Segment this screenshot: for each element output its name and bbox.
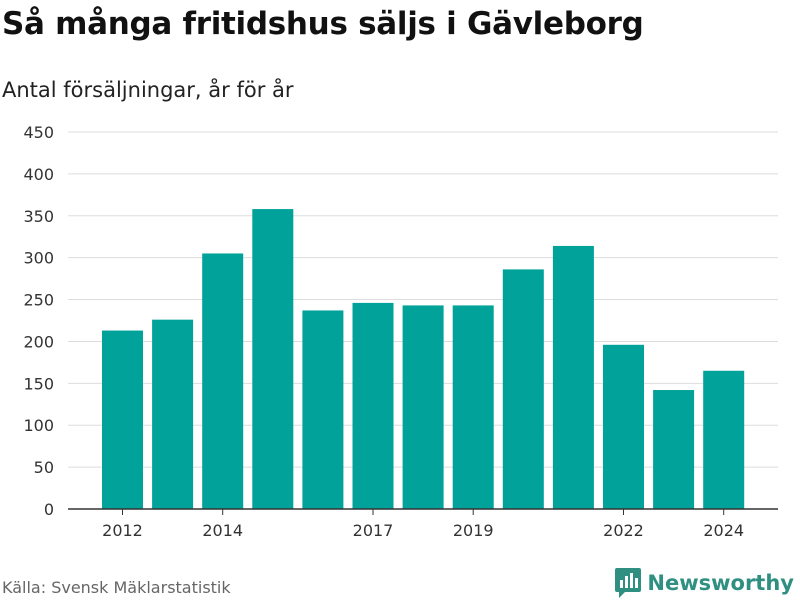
bar-2023 [653, 390, 695, 509]
bar-2019 [452, 305, 494, 509]
bar-2015 [252, 209, 294, 509]
source-note: Källa: Svensk Mäklarstatistik [2, 578, 231, 597]
y-tick-label: 150 [23, 374, 54, 393]
y-tick-label: 250 [23, 291, 54, 310]
bars [102, 209, 745, 509]
x-tick-label: 2019 [453, 521, 494, 540]
bar-2021 [552, 245, 594, 509]
chart-title: Så många fritidshus säljs i Gävleborg [2, 6, 644, 42]
chart-subtitle: Antal försäljningar, år för år [2, 78, 294, 102]
bar-2016 [302, 310, 344, 509]
x-tick-label: 2022 [603, 521, 644, 540]
x-tick-label: 2024 [703, 521, 744, 540]
brand-logo: Newsworthy [615, 568, 794, 598]
bar-2022 [603, 344, 644, 509]
x-tick-label: 2012 [102, 521, 143, 540]
y-tick-label: 300 [23, 249, 54, 268]
bar-2014 [202, 253, 244, 509]
brand-name: Newsworthy [647, 571, 794, 595]
bar-2013 [152, 319, 194, 509]
x-tick-label: 2017 [353, 521, 394, 540]
bar-2017 [352, 302, 394, 509]
y-tick-label: 400 [23, 165, 54, 184]
x-axis-ticks: 2012 2014 2017 2019 2022 2024 [102, 509, 744, 540]
y-tick-label: 100 [23, 416, 54, 435]
y-tick-label: 0 [44, 500, 54, 519]
y-tick-label: 450 [23, 123, 54, 142]
bar-2012 [102, 330, 143, 509]
bar-2024 [703, 370, 745, 509]
y-tick-label: 200 [23, 332, 54, 351]
bar-chart: 0 50 100 150 200 250 300 350 400 450 2012 2014 2017… [23, 123, 778, 540]
y-axis-ticks: 0 50 100 150 200 250 300 350 400 450 [23, 123, 54, 519]
y-tick-label: 350 [23, 207, 54, 226]
bar-2020 [502, 269, 544, 509]
bar-2018 [402, 305, 444, 509]
x-tick-label: 2014 [202, 521, 243, 540]
bar-chart-logo-icon [615, 568, 642, 598]
y-tick-label: 50 [34, 458, 54, 477]
